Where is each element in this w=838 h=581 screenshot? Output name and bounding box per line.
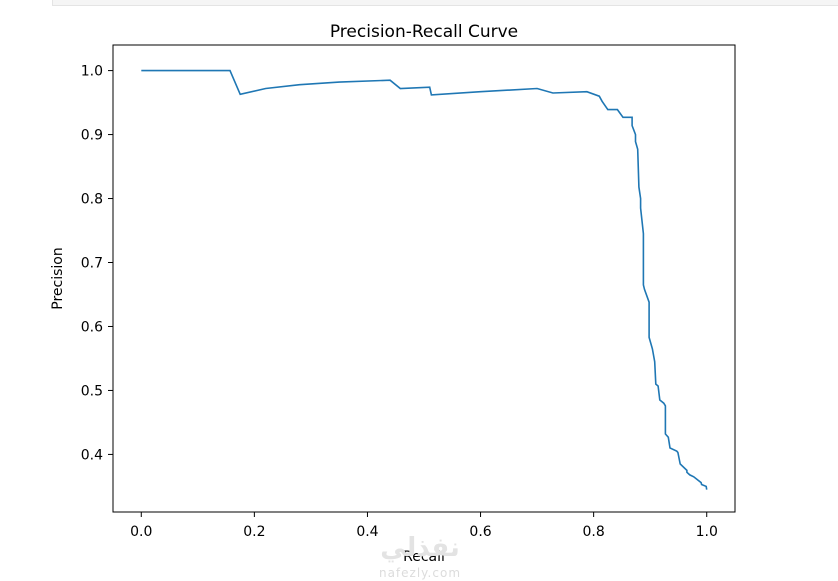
watermark-arabic-logo: نفذلي bbox=[380, 533, 460, 563]
y-tick-label: 0.8 bbox=[81, 192, 103, 208]
y-axis-ticks: 0.4 0.5 0.6 0.7 0.8 0.9 1.0 bbox=[81, 64, 113, 464]
x-tick-label: 0.6 bbox=[469, 524, 491, 540]
x-tick-label: 0.4 bbox=[356, 524, 378, 540]
y-tick-label: 0.4 bbox=[81, 447, 103, 463]
x-tick-label: 0.0 bbox=[130, 524, 152, 540]
y-axis-label: Precision bbox=[50, 247, 66, 309]
y-tick-label: 0.7 bbox=[81, 256, 103, 272]
watermark-site-text: nafezly.com bbox=[379, 566, 461, 580]
x-tick-label: 0.8 bbox=[583, 524, 605, 540]
y-tick-label: 1.0 bbox=[81, 64, 103, 80]
x-tick-label: 0.2 bbox=[243, 524, 265, 540]
plot-area-frame bbox=[113, 45, 735, 512]
y-tick-label: 0.6 bbox=[81, 319, 103, 335]
chart-title: Precision-Recall Curve bbox=[330, 22, 518, 42]
y-tick-label: 0.5 bbox=[81, 383, 103, 399]
x-tick-label: 1.0 bbox=[696, 524, 718, 540]
precision-recall-line bbox=[141, 71, 706, 490]
y-tick-label: 0.9 bbox=[81, 128, 103, 144]
